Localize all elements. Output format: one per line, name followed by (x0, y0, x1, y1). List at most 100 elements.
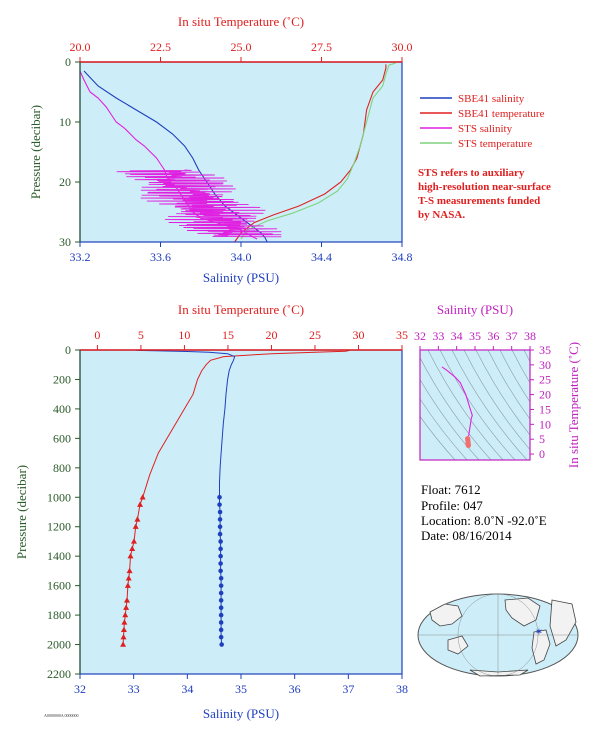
top-temp-tick-label: 25.0 (231, 40, 252, 54)
ts-temp-tick-label: 30 (539, 358, 551, 372)
ts-density-contour (523, 350, 530, 363)
main-sal-tick-label: 32 (74, 682, 86, 696)
legend-label-sbe41-salinity: SBE41 salinity (458, 93, 525, 105)
main-sal-marker (217, 524, 223, 530)
main-temp-tick-label: 20 (265, 328, 277, 342)
top-sal-tick-label: 34.8 (392, 250, 413, 264)
main-sal-tick-label: 33 (128, 682, 140, 696)
main-sal-marker (218, 590, 224, 596)
legend-label-sts-temperature: STS temperature (458, 138, 532, 150)
main-pressure-tick-label: 400 (53, 402, 71, 416)
legend-label-sts-salinity: STS salinity (458, 123, 513, 135)
map-land-north-america (504, 597, 541, 627)
top-sal-tick-label: 34.0 (231, 250, 252, 264)
top-profile-panel: 20.0 22.5 25.0 27.5 30.0 33.2 33.6 34.0 34.4 34.8… (28, 14, 551, 285)
main-temp-tick-label: 10 (178, 328, 190, 342)
top-pressure-axis-label: Pressure (decibar) (28, 105, 43, 199)
main-sal-marker (218, 627, 224, 633)
ts-density-contour (420, 378, 480, 460)
main-sal-marker (218, 561, 223, 566)
ts-density-contour (427, 350, 504, 460)
main-pressure-tick-label: 1800 (47, 608, 71, 622)
main-temp-marker (122, 611, 129, 618)
main-temp-tick-label: 0 (94, 328, 100, 342)
float-info: Float: 7612 Profile: 047 Location: 8.0˚N… (421, 482, 547, 543)
map-land-south-america (531, 629, 551, 665)
top-axis-ticks: 20.0 22.5 25.0 27.5 30.0 33.2 33.6 34.0 34.4 34.8… (59, 40, 413, 264)
world-map: ✶ (417, 593, 579, 677)
main-pressure-tick-label: 1400 (47, 549, 71, 563)
top-series-line-0 (83, 70, 268, 243)
main-sal-marker (217, 502, 222, 507)
main-pressure-tick-label: 1600 (47, 579, 71, 593)
sts-note-line-3: T-S measurements funded (418, 195, 540, 207)
main-sal-axis-label: Salinity (PSU) (203, 706, 279, 721)
float-location: Location: 8.0˚N -92.0˚E (421, 513, 547, 528)
main-sal-tick-label: 37 (342, 682, 354, 696)
top-series-line-3 (240, 62, 396, 240)
main-series-line-salinity (136, 349, 236, 498)
ts-temp-tick-label: 25 (539, 373, 551, 387)
ts-temp-axis-label: In situ Temperature (˚C) (566, 342, 581, 468)
ts-density-contour (420, 398, 468, 460)
ts-density-contour (487, 350, 530, 420)
ts-temp-tick-label: 20 (539, 388, 551, 402)
ts-density-contour (420, 415, 456, 460)
main-temp-marker (127, 552, 134, 559)
ts-profile-line (441, 366, 473, 437)
ts-sal-tick-label: 32 (414, 329, 426, 343)
main-temp-axis-label: In situ Temperature (˚C) (178, 302, 304, 317)
main-temp-marker (121, 619, 128, 625)
main-pressure-axis-label: Pressure (decibar) (14, 465, 29, 559)
main-temp-tick-label: 25 (309, 328, 321, 342)
main-sal-marker (218, 605, 224, 611)
profile-date: Date: 08/16/2014 (421, 528, 512, 543)
top-temp-tick-label: 30.0 (392, 40, 413, 54)
main-pressure-tick-label: 200 (53, 372, 71, 386)
main-sal-marker (218, 568, 223, 574)
main-pressure-tick-label: 1200 (47, 520, 71, 534)
map-land-australia (447, 635, 469, 655)
top-legend: SBE41 salinity SBE41 temperature STS sal… (420, 93, 545, 150)
main-sal-marker (217, 517, 223, 522)
ts-series-group (441, 366, 473, 449)
main-temp-marker (120, 626, 127, 633)
main-temp-marker (125, 575, 132, 581)
main-temp-marker (132, 523, 139, 529)
main-sal-marker (218, 539, 223, 544)
main-sal-marker (218, 620, 224, 625)
main-pressure-tick-label: 800 (53, 461, 71, 475)
main-axis-ticks: 0 5 10 15 20 25 30 35 32 33 34 35 36 37 38 0 200 400 600 80… (47, 328, 408, 696)
main-sal-marker (218, 575, 224, 581)
top-temp-tick-label: 22.5 (150, 40, 171, 54)
main-temp-marker (130, 538, 137, 544)
top-pressure-tick-label: 0 (65, 55, 71, 69)
main-sal-marker (217, 531, 223, 537)
main-temp-marker (123, 604, 130, 610)
top-temp-axis-label: In situ Temperature (˚C) (178, 14, 304, 29)
ts-sal-tick-label: 33 (432, 329, 444, 343)
map-graticule (418, 593, 578, 677)
main-sal-marker (218, 598, 224, 603)
map-land-africa-europe (549, 599, 577, 647)
main-temp-marker (129, 545, 136, 552)
top-sal-axis-label: Salinity (PSU) (203, 270, 279, 285)
main-temp-marker (120, 641, 127, 647)
ts-temp-tick-label: 0 (539, 447, 545, 461)
main-temp-marker (134, 516, 141, 522)
top-sts-salinity-detail (116, 169, 282, 238)
map-landmasses (429, 597, 577, 677)
top-temp-tick-label: 27.5 (311, 40, 332, 54)
main-temp-marker (124, 582, 131, 588)
main-pressure-tick-label: 0 (65, 343, 71, 357)
footer-code: A0000000A 0000000 (44, 713, 79, 718)
main-temp-marker (126, 567, 133, 574)
top-plot-area (80, 62, 402, 242)
ts-temp-tick-label: 5 (539, 432, 545, 446)
ts-sal-tick-label: 38 (524, 329, 536, 343)
main-sal-marker (218, 546, 223, 552)
main-sal-tick-label: 36 (289, 682, 301, 696)
ts-density-contour (451, 350, 528, 460)
